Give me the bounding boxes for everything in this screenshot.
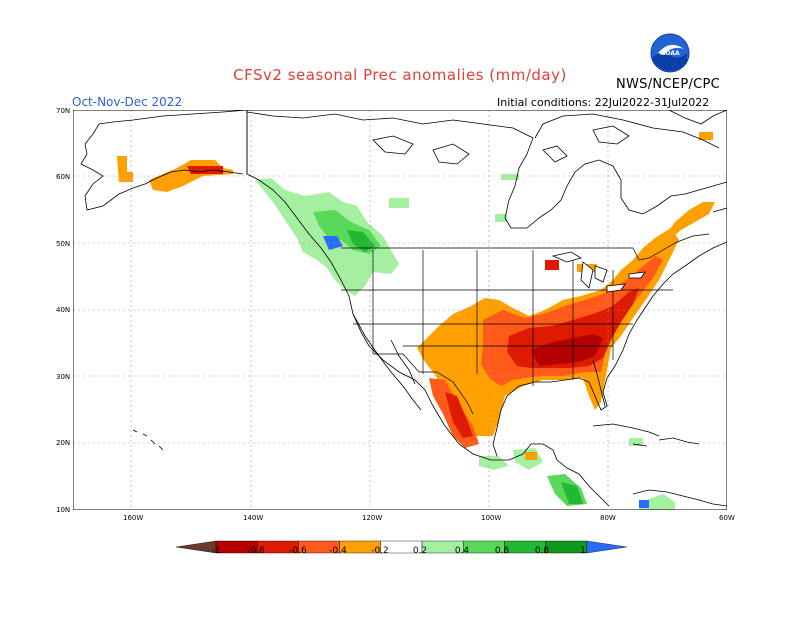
noaa-logo: NOAA [650,33,690,73]
legend-tick: 1 [580,546,586,556]
org-label: NWS/NCEP/CPC [616,77,721,92]
legend-tick: -0.4 [329,546,347,556]
legend-tick: 0.6 [494,546,510,556]
season-label: Oct-Nov-Dec 2022 [72,95,183,109]
lon-label-140w: 140W [243,514,264,522]
lat-label-10n: 10N [56,506,71,514]
legend-tick: -0.8 [247,546,265,556]
initial-conditions-label: Initial conditions: 22Jul2022-31Jul2022 [497,96,710,109]
lat-label-30n: 30N [56,373,71,381]
lat-label-40n: 40N [56,306,71,314]
legend-tick: -1 [211,546,221,556]
color-legend [175,540,627,554]
logo-text: NOAA [660,50,680,57]
graticule [73,110,727,510]
lat-label-70n: 70N [56,107,71,115]
legend-tick: 0.4 [454,546,470,556]
lon-label-80w: 80W [600,514,616,522]
anomaly-map [73,110,727,510]
legend-tick: 0.2 [412,546,428,556]
lon-label-60w: 60W [719,514,735,522]
lat-label-20n: 20N [56,439,71,447]
lat-label-60n: 60N [56,173,71,181]
map-title: CFSv2 seasonal Prec anomalies (mm/day) [233,66,567,84]
legend-arrow-high [586,540,627,554]
legend-labels: -1 -0.8 -0.6 -0.4 -0.2 0.2 0.4 0.6 0.8 1 [0,546,800,560]
legend-tick: -0.6 [289,546,307,556]
legend-tick: -0.2 [371,546,389,556]
lat-label-50n: 50N [56,240,71,248]
lon-label-120w: 120W [362,514,383,522]
legend-tick: 0.8 [534,546,550,556]
borders [246,110,710,415]
great-lakes [551,251,646,293]
lon-label-160w: 160W [123,514,144,522]
lon-label-100w: 100W [481,514,502,522]
